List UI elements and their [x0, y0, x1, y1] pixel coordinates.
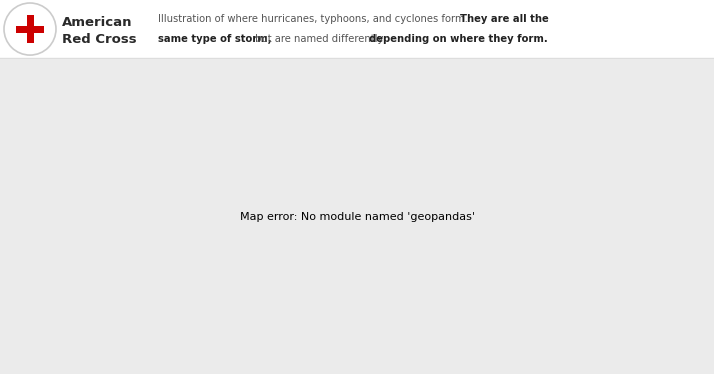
Circle shape	[4, 3, 56, 55]
Text: depending on where they form.: depending on where they form.	[369, 34, 548, 44]
Text: same type of storm,: same type of storm,	[158, 34, 271, 44]
Text: American: American	[62, 16, 133, 28]
Text: but are named differently: but are named differently	[252, 34, 386, 44]
Text: Illustration of where hurricanes, typhoons, and cyclones form.: Illustration of where hurricanes, typhoo…	[158, 14, 471, 24]
Text: Map error: No module named 'geopandas': Map error: No module named 'geopandas'	[239, 212, 475, 221]
Text: They are all the: They are all the	[460, 14, 549, 24]
Bar	[26, 15, 34, 43]
Text: Red Cross: Red Cross	[62, 33, 136, 46]
Bar	[16, 25, 44, 33]
